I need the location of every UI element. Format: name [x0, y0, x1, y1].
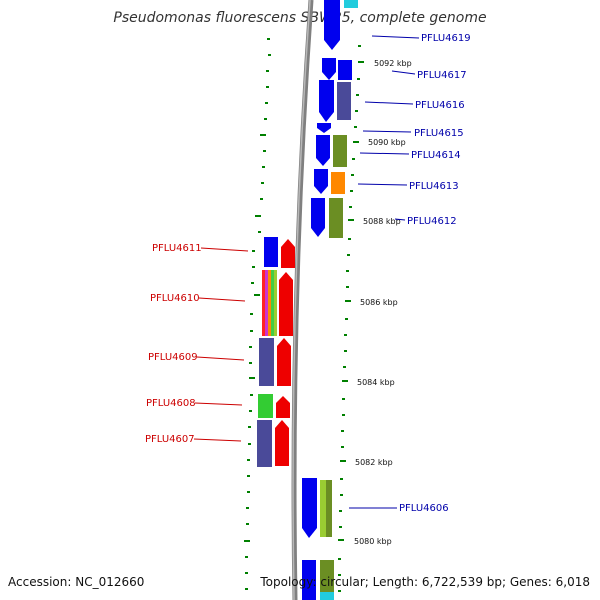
gene-feature [337, 82, 351, 120]
gene-feature [319, 80, 334, 122]
gene-feature [322, 58, 336, 80]
kbp-label: 5084 kbp [357, 378, 395, 387]
gene-feature [264, 237, 278, 267]
gene-label-pflu4615: PFLU4615 [414, 128, 464, 139]
gene-feature [259, 338, 274, 386]
gene-feature [344, 0, 358, 8]
gene-label-pflu4610: PFLU4610 [150, 293, 200, 304]
gene-feature [257, 420, 272, 467]
forward-gene-labels: PFLU4619 PFLU4617 PFLU4616 PFLU4615 PFLU… [399, 33, 471, 514]
gene-label-pflu4607: PFLU4607 [145, 434, 195, 445]
gene-feature [265, 270, 268, 336]
reverse-gene-labels: PFLU4611 PFLU4610 PFLU4609 PFLU4608 PFLU… [145, 243, 202, 445]
right-tick-marks [338, 45, 364, 592]
gene-feature [302, 560, 316, 600]
kbp-label: 5082 kbp [355, 458, 393, 467]
gene-feature [326, 480, 332, 537]
genome-backbone [291, 0, 314, 600]
kbp-scale-labels: 5092 kbp 5090 kbp 5088 kbp 5086 kbp 5084… [354, 59, 412, 546]
gene-feature [314, 169, 328, 194]
gene-feature [329, 198, 343, 238]
gene-feature [276, 396, 290, 418]
forward-label-leaders [349, 35, 420, 509]
gene-label-pflu4616: PFLU4616 [415, 100, 465, 111]
left-tick-marks [244, 38, 271, 590]
gene-feature [262, 270, 265, 336]
kbp-label: 5092 kbp [374, 59, 412, 68]
reverse-label-leaders [193, 247, 249, 442]
gene-feature [281, 239, 295, 268]
gene-feature [311, 198, 325, 237]
gene-feature [317, 123, 331, 133]
gene-feature [271, 270, 274, 336]
forward-gene-features [302, 0, 358, 600]
gene-feature [302, 478, 317, 538]
gene-label-pflu4609: PFLU4609 [148, 352, 198, 363]
gene-label-pflu4614: PFLU4614 [411, 150, 461, 161]
genome-summary-text: Topology: circular; Length: 6,722,539 bp… [260, 575, 590, 589]
gene-label-pflu4619: PFLU4619 [421, 33, 471, 44]
kbp-label: 5080 kbp [354, 537, 392, 546]
gene-label-pflu4612: PFLU4612 [407, 216, 457, 227]
gene-feature [258, 394, 273, 418]
accession-text: Accession: NC_012660 [8, 575, 145, 589]
kbp-label: 5090 kbp [368, 138, 406, 147]
gene-feature [333, 135, 347, 167]
kbp-label: 5088 kbp [363, 217, 401, 226]
gene-feature [331, 172, 345, 194]
gene-feature [320, 560, 334, 592]
gene-feature [279, 272, 293, 336]
gene-feature [324, 0, 340, 50]
gene-label-pflu4606: PFLU4606 [399, 503, 449, 514]
map-title: Pseudomonas fluorescens SBW25, complete … [113, 10, 487, 26]
gene-label-pflu4613: PFLU4613 [409, 181, 459, 192]
gene-label-pflu4611: PFLU4611 [152, 243, 202, 254]
gene-feature [320, 592, 334, 600]
gene-feature [277, 338, 291, 386]
kbp-label: 5086 kbp [360, 298, 398, 307]
gene-feature [274, 270, 277, 336]
reverse-gene-features [257, 237, 295, 467]
gene-feature [268, 270, 271, 336]
gene-label-pflu4608: PFLU4608 [146, 398, 196, 409]
gene-feature [338, 60, 352, 80]
gene-feature [275, 420, 289, 466]
gene-feature [316, 135, 330, 166]
gene-feature [320, 480, 326, 537]
gene-label-pflu4617: PFLU4617 [417, 70, 467, 81]
